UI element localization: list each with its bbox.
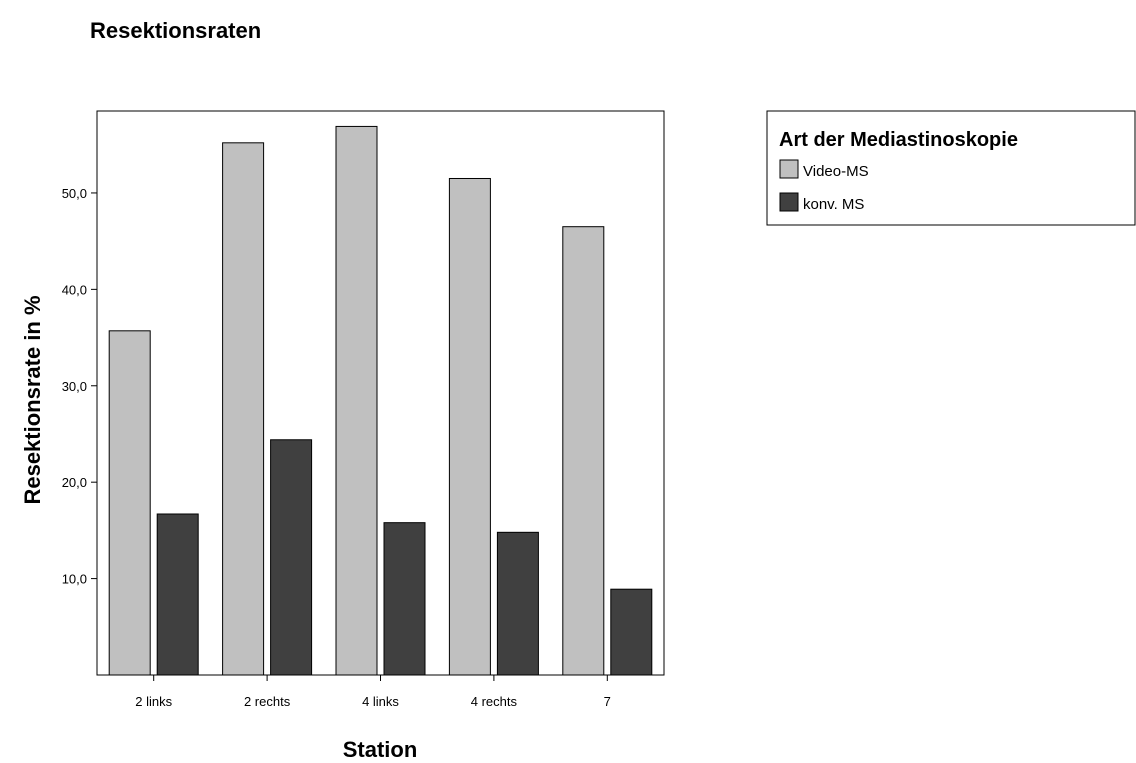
legend-swatch-video-ms [779, 159, 799, 179]
legend: Art der Mediastinoskopie Video-MS konv. … [766, 110, 1136, 226]
y-axis-title: Resektionsrate in % [20, 295, 45, 504]
bar-video-ms-2-rechts [222, 142, 265, 676]
y-tick-label: 20,0 [62, 475, 87, 490]
bar-konv-ms-4-links [383, 522, 426, 676]
bars-group [108, 125, 653, 676]
bar-konv-ms-2-rechts [270, 439, 313, 676]
x-tick-label: 4 links [362, 694, 399, 709]
legend-swatch-konv-ms [779, 192, 799, 212]
legend-box [766, 110, 1136, 226]
legend-label-konv-ms: konv. MS [803, 196, 864, 213]
bar-video-ms-2-links [108, 330, 151, 676]
y-tick-label: 10,0 [62, 572, 87, 587]
legend-label-video-ms: Video-MS [803, 163, 869, 180]
bar-video-ms-7 [562, 226, 605, 676]
x-axis-ticks: 2 links 2 rechts 4 links 4 rechts 7 [135, 675, 611, 709]
legend-title: Art der Mediastinoskopie [779, 129, 1018, 151]
y-tick-label: 30,0 [62, 379, 87, 394]
x-tick-label: 2 rechts [244, 694, 291, 709]
bar-konv-ms-2-links [156, 513, 199, 676]
x-tick-label: 4 rechts [471, 694, 518, 709]
chart-title: Resektionsraten [90, 18, 261, 43]
x-tick-label: 7 [604, 694, 611, 709]
y-axis-ticks: 10,0 20,0 30,0 40,0 50,0 [62, 186, 97, 587]
x-tick-label: 2 links [135, 694, 172, 709]
y-tick-label: 50,0 [62, 186, 87, 201]
bar-konv-ms-7 [610, 588, 653, 676]
bar-video-ms-4-links [335, 125, 378, 676]
bar-video-ms-4-rechts [448, 177, 491, 676]
bar-konv-ms-4-rechts [496, 531, 539, 676]
x-axis-title: Station [343, 737, 418, 762]
y-tick-label: 40,0 [62, 282, 87, 297]
